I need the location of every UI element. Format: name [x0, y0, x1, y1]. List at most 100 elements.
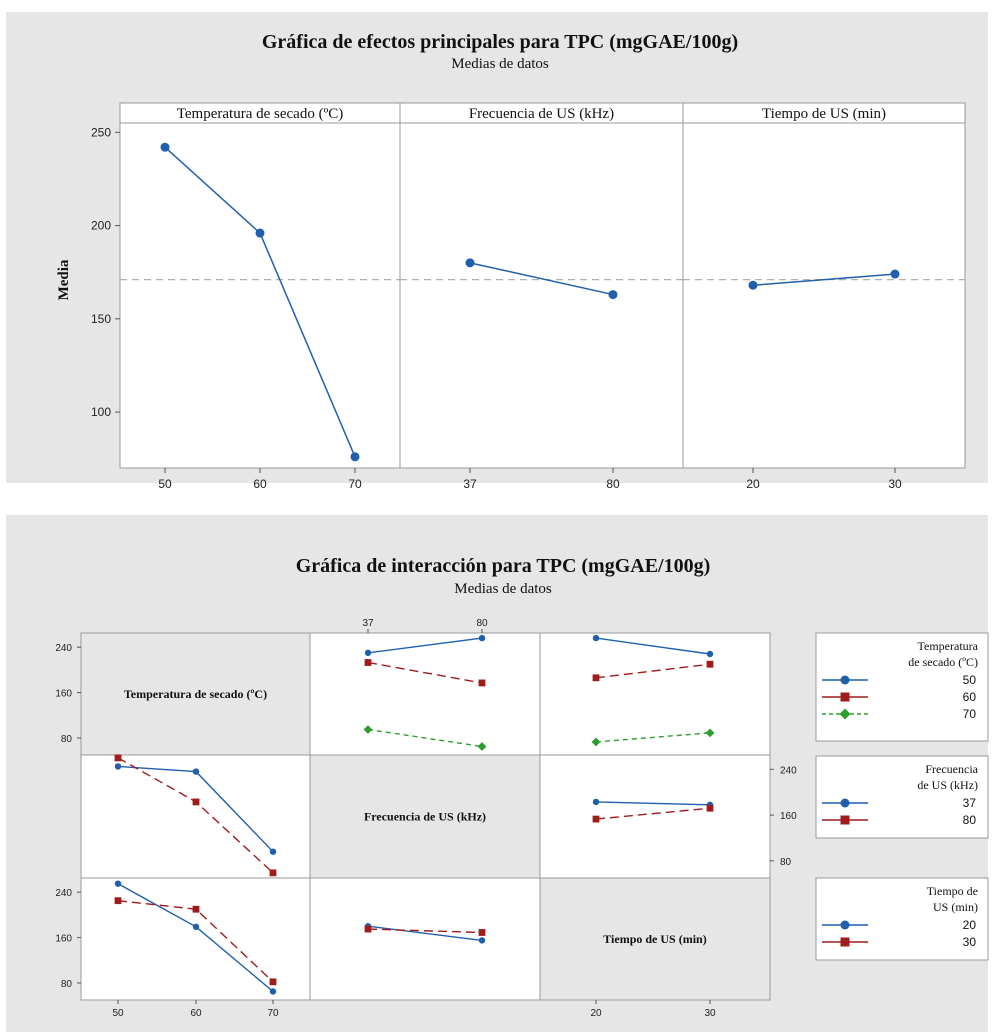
legend-title: Tiempo de [927, 884, 978, 898]
interaction-point [269, 978, 277, 986]
main-effects-plot: Temperatura de secado (ºC) 50 60 70 Frecuenc… [91, 102, 966, 491]
x-tick-label: 20 [746, 477, 760, 491]
effect-point [465, 258, 475, 268]
interaction-line [367, 925, 483, 942]
legend-marker [840, 692, 850, 702]
interaction-cell [309, 632, 541, 756]
interaction-cell [80, 754, 311, 879]
interaction-point [114, 897, 122, 905]
interaction-legends: Temperatura de secado (ºC) 50 60 70 Frecuenci… [815, 632, 989, 961]
factor-label: Temperatura de secado (ºC) [124, 687, 267, 701]
interaction-point [592, 798, 600, 806]
interaction-point [706, 650, 714, 658]
interaction-point [269, 869, 277, 877]
y-tick-label: 160 [780, 811, 797, 822]
effect-point [160, 142, 170, 152]
legend-label: 37 [963, 796, 977, 810]
legend-marker [840, 798, 850, 808]
interaction-point [364, 649, 372, 657]
legend-label: 70 [963, 707, 977, 721]
y-tick-label: 80 [780, 857, 792, 868]
interaction-line [595, 732, 711, 743]
legend-label: 60 [963, 690, 977, 704]
interaction-point [269, 848, 277, 855]
interaction-point [706, 660, 714, 668]
strip-label: Tiempo de US (min) [762, 106, 886, 122]
x-tick-label: 30 [888, 477, 902, 491]
legend-title: de secado (ºC) [908, 655, 978, 669]
strip-label: Frecuencia de US (kHz) [469, 106, 614, 122]
interaction-point [592, 634, 600, 642]
legend-title: Frecuencia [925, 762, 978, 776]
interaction-point [477, 742, 487, 751]
factor-label: Frecuencia de US (kHz) [364, 810, 486, 824]
legend-label: 30 [963, 935, 977, 949]
diagonal-cell [309, 754, 541, 879]
effect-line [469, 262, 614, 296]
effect-point [350, 452, 360, 462]
legend-marker [840, 815, 850, 825]
legend-title: Temperatura [918, 639, 979, 653]
interaction-line [367, 928, 483, 934]
interaction-point [478, 929, 486, 936]
legend-label: 50 [963, 673, 977, 687]
interaction-subtitle: Medias de datos [454, 581, 552, 597]
x-tick-label: 60 [253, 477, 267, 491]
interaction-point [192, 923, 200, 930]
interaction-point [364, 659, 372, 666]
interaction-point [192, 905, 200, 913]
legend-title: US (min) [933, 900, 978, 914]
legend-marker [840, 937, 850, 947]
interaction-cell [539, 632, 771, 756]
interaction-point [706, 804, 714, 812]
y-tick-label: 160 [55, 689, 72, 700]
interaction-point [114, 763, 122, 770]
y-tick-label: 240 [55, 888, 72, 899]
x-tick-label: 50 [158, 477, 172, 491]
interaction-point [478, 679, 486, 687]
x-tick-label: 70 [267, 1008, 279, 1019]
legend-marker [840, 920, 850, 930]
interaction-point [705, 728, 715, 738]
interaction-line [595, 637, 711, 655]
interaction-point [363, 725, 373, 734]
interaction-point [478, 634, 486, 642]
main-effects-title: Gráfica de efectos principales para TPC … [262, 31, 738, 53]
x-tick-label: 80 [606, 477, 620, 491]
interaction-point [592, 674, 600, 682]
x-tick-label: 80 [476, 618, 488, 629]
effect-point [890, 269, 900, 279]
interaction-point [192, 768, 200, 775]
legend-marker [840, 675, 850, 685]
effect-panel [399, 102, 684, 469]
interaction-line [367, 637, 483, 654]
x-tick-label: 60 [190, 1008, 202, 1019]
interaction-point [114, 880, 122, 887]
diagonal-cell [539, 877, 771, 1001]
legend-box [815, 632, 989, 742]
interaction-point [592, 815, 600, 823]
interaction-point [114, 754, 122, 762]
x-tick-label: 37 [362, 618, 374, 629]
diagonal-cell [80, 632, 311, 756]
interaction-point [591, 737, 601, 747]
y-tick-label: 240 [780, 765, 797, 776]
x-tick-label: 20 [590, 1008, 602, 1019]
interaction-point [269, 988, 277, 995]
interaction-cell [539, 754, 771, 879]
interaction-point [192, 798, 200, 806]
effect-point [608, 290, 618, 300]
y-tick-label: 200 [91, 219, 111, 233]
x-tick-label: 50 [112, 1008, 124, 1019]
y-tick-label: 250 [91, 125, 111, 139]
legend-marker [839, 708, 851, 720]
legend-label: 80 [963, 813, 977, 827]
factor-label: Tiempo de US (min) [603, 932, 706, 946]
y-tick-label: 240 [55, 643, 72, 654]
legend-label: 20 [963, 918, 977, 932]
effect-panel [119, 102, 401, 469]
effect-point [748, 280, 758, 290]
interaction-point [478, 937, 486, 944]
main-effects-y-label: Media [56, 259, 72, 300]
